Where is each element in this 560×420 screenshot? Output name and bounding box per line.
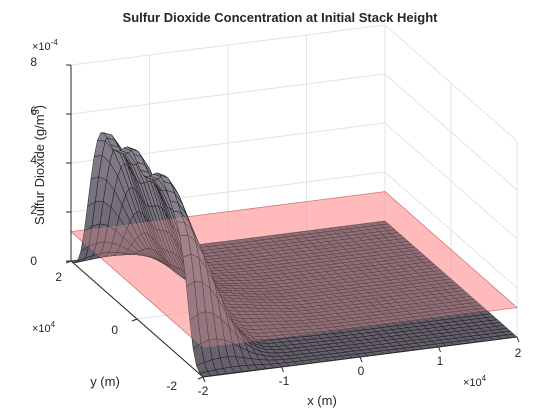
x-tick <box>359 356 363 363</box>
z-axis-label: Sulfur Dioxide (g/m3) <box>31 105 47 225</box>
labels-layer: Sulfur Dioxide Concentration at Initial … <box>30 10 521 408</box>
chart-title: Sulfur Dioxide Concentration at Initial … <box>123 10 439 25</box>
z-tick-label: 8 <box>30 55 37 69</box>
x-tick-label: 0 <box>358 364 365 378</box>
x-tick <box>202 376 206 383</box>
z-tick-label: 2 <box>30 203 37 217</box>
x-axis-label: x (m) <box>307 393 337 408</box>
z-exponent-power: -4 <box>51 38 59 47</box>
concentration-surface <box>70 132 518 378</box>
x-tick-label: 2 <box>515 346 522 360</box>
x-exponent-base: ×10 <box>463 377 482 389</box>
x-exponent-label: ×104 <box>463 374 487 389</box>
x-tick <box>281 366 284 373</box>
y-exponent-power: 4 <box>51 320 56 329</box>
reference-plane-front <box>71 191 517 348</box>
x-tick-label: 1 <box>437 354 444 368</box>
x-tick-label: -1 <box>279 374 290 388</box>
y-tick-label: -2 <box>166 379 177 393</box>
y-tick <box>197 376 204 380</box>
axes-layer <box>65 64 520 383</box>
x-tick-label: -2 <box>198 384 209 398</box>
z-axis-label-main: Sulfur Dioxide (g/m <box>32 114 47 225</box>
z-tick-label: 4 <box>30 153 37 167</box>
y-tick <box>131 318 138 322</box>
x-tick <box>438 346 441 353</box>
x-tick <box>516 336 520 343</box>
reference-plane-overlay <box>71 191 517 348</box>
x-exponent-power: 4 <box>482 374 487 383</box>
y-exponent-base: ×10 <box>32 323 51 335</box>
z-exponent-base: ×10 <box>32 41 51 53</box>
z-tick-label: 6 <box>30 104 37 118</box>
z-exponent-label: ×10-4 <box>32 38 58 53</box>
z-axis-label-close: ) <box>32 105 47 109</box>
z-tick-label: 0 <box>30 254 37 268</box>
y-tick-label: 2 <box>55 270 62 284</box>
y-axis-label: y (m) <box>90 374 120 389</box>
y-tick-label: 0 <box>111 323 118 337</box>
z-axis-label-superscript: 3 <box>31 109 41 114</box>
y-exponent-label: ×104 <box>32 320 56 335</box>
